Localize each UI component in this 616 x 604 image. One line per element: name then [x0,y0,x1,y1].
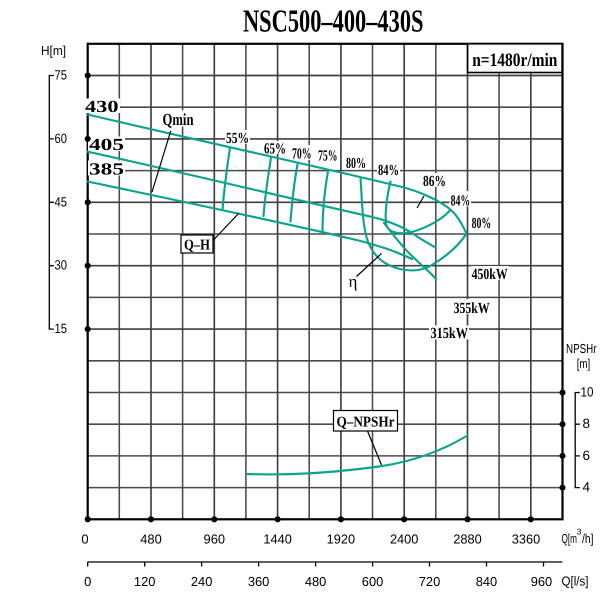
svg-text:8: 8 [583,416,591,431]
svg-text:315kW: 315kW [431,325,469,342]
svg-text:355kW: 355kW [454,300,490,317]
svg-text:75%: 75% [318,148,338,165]
svg-text:45: 45 [55,194,68,209]
svg-text:960: 960 [531,574,553,589]
svg-text:84%: 84% [378,162,399,179]
svg-text:480: 480 [305,574,327,589]
svg-text:360: 360 [248,574,270,589]
svg-text:[m]: [m] [577,356,591,371]
svg-text:/h]: /h] [582,531,594,546]
svg-text:Qmin: Qmin [163,110,194,129]
svg-text:Q[m: Q[m [562,531,578,546]
svg-text:430: 430 [85,97,119,116]
svg-text:55%: 55% [226,130,249,147]
svg-text:84%: 84% [451,193,471,210]
svg-text:480: 480 [140,532,162,547]
svg-text:1440: 1440 [263,532,292,547]
svg-text:NSC500–400–430S: NSC500–400–430S [243,3,424,39]
svg-text:Q[l/s]: Q[l/s] [562,574,589,589]
svg-text:600: 600 [362,574,384,589]
svg-text:75: 75 [55,68,68,83]
svg-text:n=1480r/min: n=1480r/min [472,50,558,71]
svg-text:10: 10 [581,385,594,400]
svg-text:120: 120 [134,574,156,589]
svg-text:NPSHr: NPSHr [566,341,597,356]
svg-text:30: 30 [55,258,68,273]
svg-text:720: 720 [419,574,441,589]
svg-text:450kW: 450kW [472,266,508,283]
svg-text:6: 6 [583,448,591,463]
svg-text:405: 405 [89,135,124,154]
svg-text:240: 240 [191,574,213,589]
svg-text:Q–NPSHr: Q–NPSHr [337,415,395,431]
svg-text:385: 385 [89,160,124,179]
svg-text:80%: 80% [472,215,492,232]
svg-text:1920: 1920 [327,532,356,547]
svg-text:80%: 80% [346,155,366,172]
svg-text:2400: 2400 [390,532,419,547]
svg-text:H[m]: H[m] [41,43,66,58]
svg-text:60: 60 [55,131,68,146]
svg-text:70%: 70% [292,146,312,163]
svg-text:86%: 86% [423,173,446,190]
svg-text:3360: 3360 [512,532,541,547]
svg-text:840: 840 [476,574,498,589]
svg-text:Q–H: Q–H [184,238,210,254]
svg-text:3: 3 [577,527,582,537]
svg-text:65%: 65% [264,141,286,158]
svg-text:2880: 2880 [453,532,482,547]
svg-text:0: 0 [81,532,88,547]
svg-text:η: η [349,272,358,291]
svg-text:0: 0 [84,574,91,589]
svg-text:15: 15 [55,321,68,336]
svg-text:4: 4 [583,480,591,495]
svg-text:960: 960 [204,532,226,547]
